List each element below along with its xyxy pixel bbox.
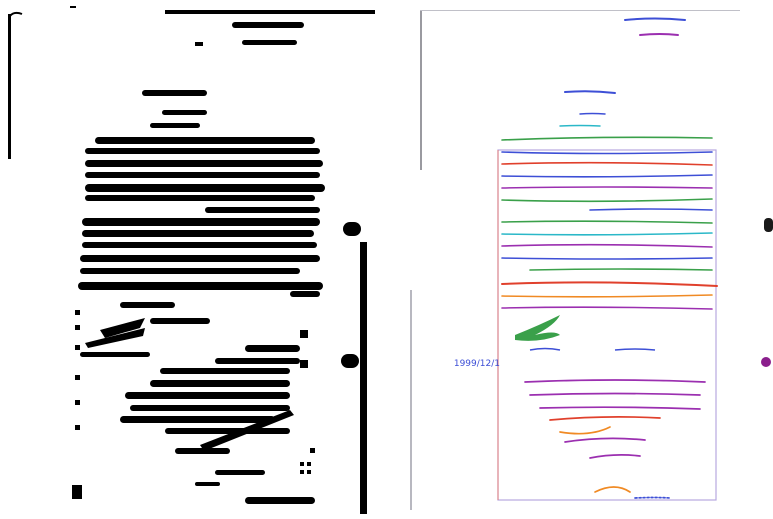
letter-ruled-box	[497, 149, 717, 501]
handwriting-lines	[501, 136, 718, 310]
binding-hole-bottom	[341, 354, 359, 368]
magenta-dot	[761, 357, 771, 367]
date-text: 1999/12/1	[454, 359, 500, 369]
binarized-document-image	[8, 6, 375, 514]
original-letter-image: 1999/12/1	[410, 10, 773, 510]
left-border-mark	[8, 14, 11, 159]
binding-strip	[360, 242, 367, 514]
original-letter-panel: 1999/12/1	[390, 0, 773, 519]
binding-hole-mark	[764, 218, 773, 232]
green-signature	[515, 315, 560, 341]
margin-marks	[72, 310, 315, 499]
annotation-block	[524, 379, 706, 499]
binarized-document-panel	[8, 6, 375, 514]
binding-hole-top	[343, 222, 361, 236]
top-edge-mark	[165, 10, 375, 14]
letter-header	[559, 17, 686, 127]
text-lines	[78, 137, 325, 504]
